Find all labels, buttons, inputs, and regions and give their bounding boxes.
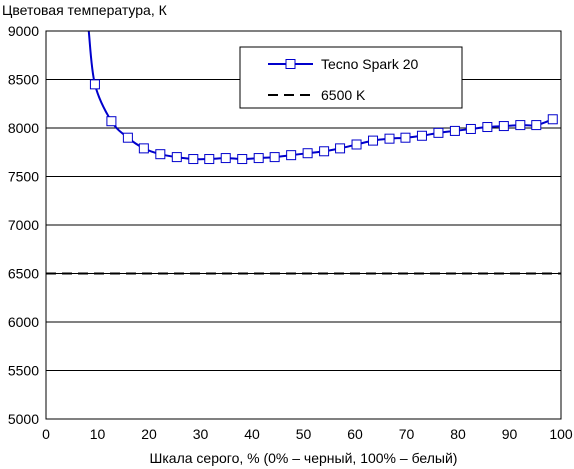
data-point-tecno bbox=[547, 114, 558, 125]
legend-label-6500k: 6500 K bbox=[321, 87, 366, 103]
data-point-tecno bbox=[253, 153, 264, 164]
y-tick-label: 7500 bbox=[8, 169, 39, 185]
data-point-tecno bbox=[515, 120, 526, 131]
x-tick-label: 0 bbox=[42, 426, 50, 442]
legend-box bbox=[239, 46, 463, 109]
y-tick-label: 8500 bbox=[8, 72, 39, 88]
data-point-tecno bbox=[171, 152, 182, 163]
x-tick-label: 60 bbox=[347, 426, 363, 442]
data-point-tecno bbox=[531, 120, 542, 131]
y-tick-label: 6500 bbox=[8, 266, 39, 282]
data-point-tecno bbox=[319, 146, 330, 157]
x-axis-label: Шкала серого, % (0% – черный, 100% – бел… bbox=[150, 450, 458, 466]
data-point-tecno bbox=[220, 153, 231, 164]
legend-label-tecno: Tecno Spark 20 bbox=[321, 56, 418, 72]
legend: Tecno Spark 20 6500 K bbox=[239, 46, 463, 109]
x-tick-label: 70 bbox=[399, 426, 415, 442]
x-tick-label: 40 bbox=[244, 426, 260, 442]
x-tick-label: 50 bbox=[296, 426, 312, 442]
y-tick-labels: 5000 5500 6000 6500 7000 7500 8000 8500 9000 bbox=[8, 23, 39, 427]
data-point-tecno bbox=[368, 135, 379, 146]
data-point-tecno bbox=[335, 143, 346, 154]
plot-area-frame bbox=[45, 30, 562, 420]
data-point-tecno bbox=[138, 143, 149, 154]
y-tick-label: 5500 bbox=[8, 363, 39, 379]
data-point-tecno bbox=[482, 122, 493, 133]
x-tick-label: 10 bbox=[90, 426, 106, 442]
data-point-tecno bbox=[416, 130, 427, 141]
data-point-tecno bbox=[155, 149, 166, 160]
data-point-tecno bbox=[286, 150, 297, 161]
y-tick-label: 7000 bbox=[8, 217, 39, 233]
data-point-tecno bbox=[351, 139, 362, 150]
legend-marker-tecno bbox=[285, 59, 296, 69]
x-tick-label: 80 bbox=[450, 426, 466, 442]
y-tick-label: 6000 bbox=[8, 314, 39, 330]
x-tick-label: 90 bbox=[502, 426, 518, 442]
y-tick-label: 5000 bbox=[8, 411, 39, 427]
data-point-tecno bbox=[449, 125, 460, 136]
data-point-tecno bbox=[106, 116, 117, 127]
data-point-tecno bbox=[204, 154, 215, 165]
data-point-tecno bbox=[89, 79, 100, 90]
y-tick-label: 8000 bbox=[8, 120, 39, 136]
series-layer bbox=[46, 30, 561, 275]
data-point-tecno bbox=[188, 154, 199, 165]
y-tick-label: 9000 bbox=[8, 23, 39, 39]
y-axis-label: Цветовая температура, К bbox=[2, 2, 168, 18]
x-tick-label: 100 bbox=[549, 426, 573, 442]
data-point-tecno bbox=[269, 152, 280, 163]
x-tick-labels: 0 10 20 30 40 50 60 70 80 90 100 bbox=[42, 426, 573, 442]
data-point-tecno bbox=[122, 132, 133, 143]
data-point-tecno bbox=[302, 148, 313, 159]
data-point-tecno bbox=[465, 123, 476, 134]
data-point-tecno bbox=[237, 154, 248, 165]
data-point-tecno bbox=[400, 132, 411, 143]
x-tick-label: 30 bbox=[193, 426, 209, 442]
x-tick-label: 20 bbox=[141, 426, 157, 442]
data-point-tecno bbox=[433, 127, 444, 138]
data-point-tecno bbox=[384, 133, 395, 144]
data-point-tecno bbox=[498, 121, 509, 132]
